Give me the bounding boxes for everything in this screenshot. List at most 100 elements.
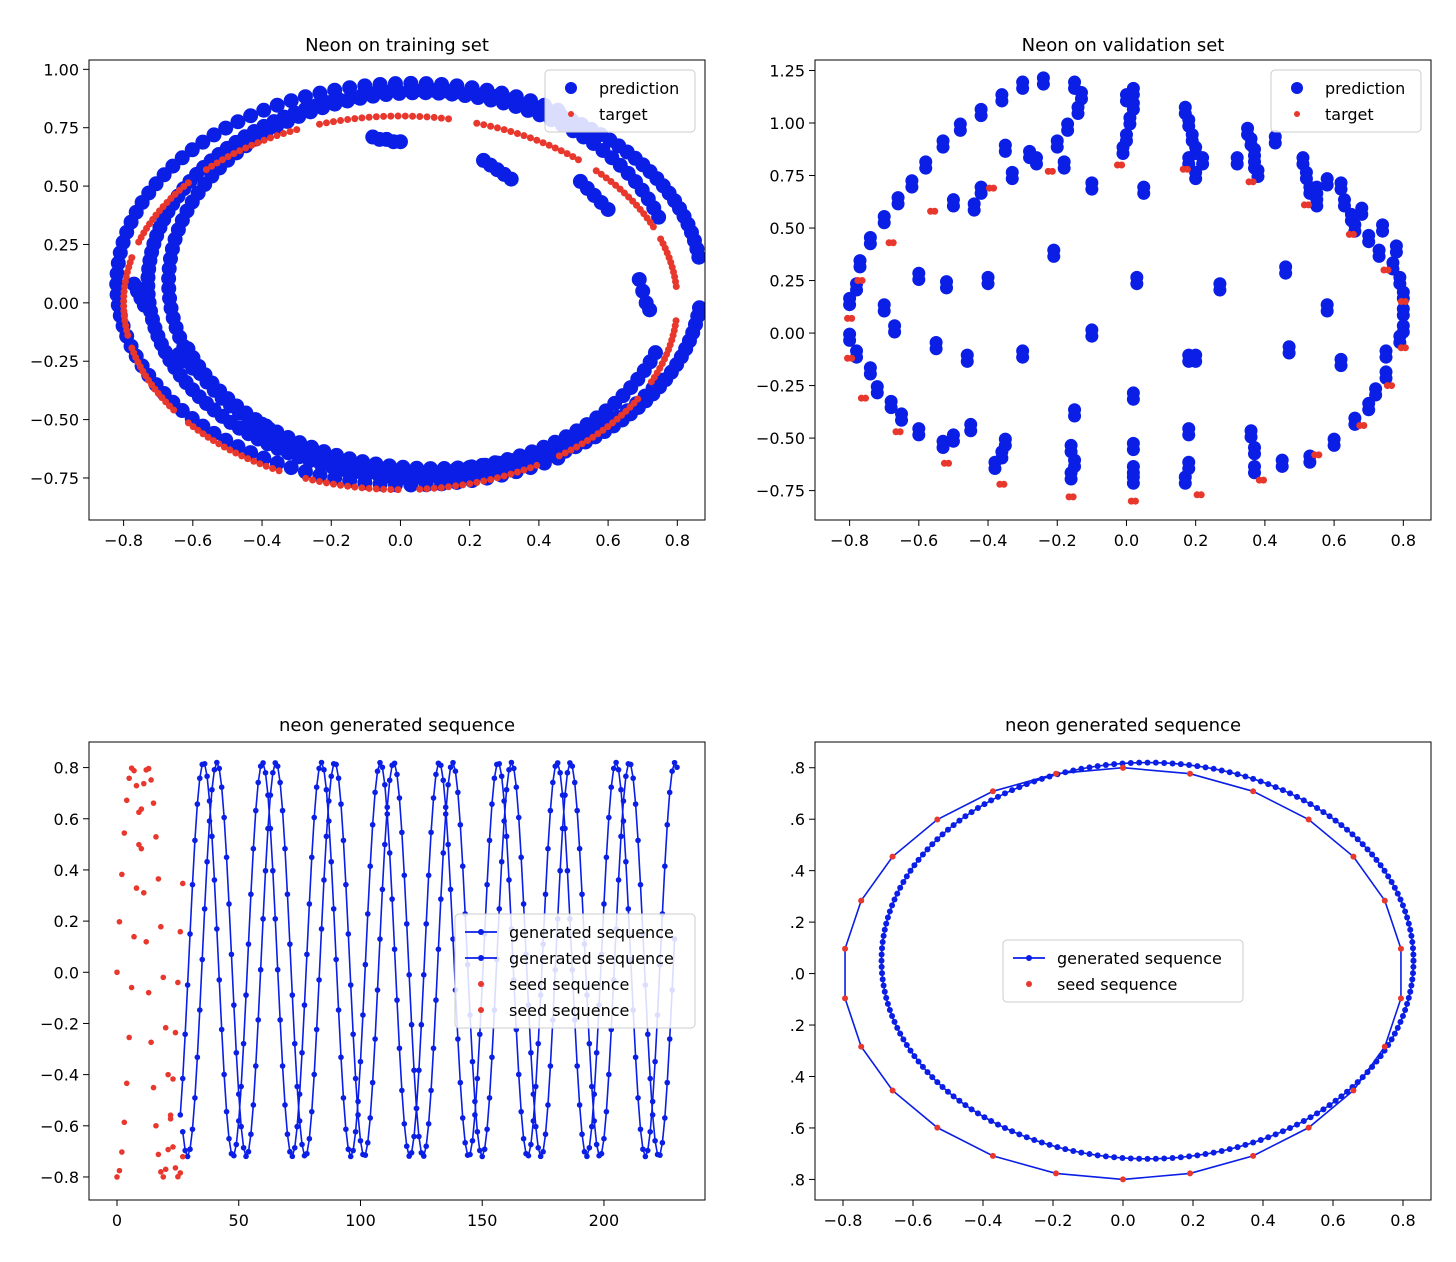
generated-point	[525, 1152, 532, 1159]
generated-point	[1410, 951, 1417, 958]
seed-point	[1381, 897, 1388, 904]
generated-point	[1409, 945, 1416, 952]
prediction-point	[929, 342, 943, 356]
generated-point	[394, 997, 400, 1003]
target-point	[135, 238, 143, 246]
seed-point	[148, 777, 154, 783]
generated-point	[182, 1031, 188, 1038]
target-point	[344, 482, 352, 490]
prediction-point	[1189, 172, 1203, 186]
target-point	[513, 130, 521, 138]
prediction-point	[283, 460, 299, 476]
generated-point	[586, 1144, 593, 1151]
generated-point	[223, 1108, 230, 1115]
target-point	[612, 181, 620, 189]
target-point	[387, 112, 395, 120]
generated-point	[204, 858, 210, 865]
y-tick-label: 0.8	[54, 759, 79, 778]
target-point	[401, 112, 409, 120]
prediction-point	[1334, 359, 1348, 373]
generated-point	[557, 769, 563, 776]
generated-point	[1144, 759, 1151, 766]
x-tick-label: −0.6	[899, 531, 938, 550]
generated-point	[1397, 896, 1404, 903]
generated-point	[1078, 765, 1085, 772]
target-point	[238, 452, 246, 460]
generated-point	[501, 818, 507, 824]
prediction-point	[218, 120, 234, 136]
generated-point	[974, 1110, 981, 1117]
prediction-point	[642, 302, 658, 318]
generated-point	[571, 779, 578, 786]
prediction-point	[403, 75, 419, 91]
generated-point	[262, 867, 269, 874]
generated-point	[260, 916, 266, 922]
generated-point	[184, 982, 191, 988]
prediction-point	[1303, 455, 1317, 469]
generated-point	[520, 901, 527, 907]
target-point	[262, 462, 270, 470]
generated-point	[1186, 762, 1193, 769]
seed-point	[131, 933, 137, 940]
y-tick-label: −0.25	[30, 352, 79, 371]
generated-point	[192, 1095, 198, 1101]
target-point	[526, 464, 534, 472]
generated-point	[328, 773, 335, 780]
prediction-point	[315, 100, 331, 116]
y-tick-label: 0.4	[54, 861, 79, 880]
generated-point	[450, 936, 456, 942]
generated-point	[532, 1123, 539, 1130]
target-point	[232, 449, 240, 457]
prediction-point	[341, 451, 357, 467]
generated-point	[647, 1128, 654, 1135]
seed-point	[126, 775, 132, 782]
generated-point	[308, 1108, 315, 1115]
generated-point	[1234, 771, 1241, 778]
legend-label: target	[1325, 105, 1374, 124]
target-point	[1131, 497, 1139, 505]
seed-point	[153, 834, 159, 840]
prediction-point	[850, 283, 864, 297]
generated-point	[379, 886, 386, 893]
prediction-point	[403, 477, 419, 493]
seed-point	[119, 871, 125, 878]
y-tick-label: 1.25	[769, 62, 805, 81]
y-tick-label: −0.50	[30, 411, 79, 430]
generated-point	[1094, 1152, 1101, 1159]
generated-point	[557, 867, 563, 874]
generated-point	[214, 759, 220, 766]
prediction-point	[1379, 350, 1393, 364]
prediction-point	[280, 429, 296, 445]
generated-point	[262, 769, 269, 776]
generated-point	[911, 862, 918, 869]
generated-point	[284, 1131, 291, 1138]
generated-point	[374, 987, 381, 993]
generated-point	[635, 837, 641, 844]
generated-point	[216, 977, 223, 983]
generated-point	[209, 786, 215, 793]
generated-point	[469, 1137, 476, 1144]
target-point	[409, 112, 417, 120]
prediction-point	[508, 89, 524, 105]
prediction-point	[946, 199, 960, 213]
generated-point	[1001, 790, 1008, 797]
chart-title-phase: neon generated sequence	[1005, 715, 1241, 736]
generated-point	[879, 976, 886, 983]
generated-point	[396, 795, 403, 801]
generated-point	[535, 1144, 542, 1151]
prediction-point	[409, 460, 425, 476]
prediction-point	[184, 142, 200, 158]
generated-point	[547, 1063, 554, 1069]
generated-point	[584, 1153, 590, 1160]
generated-point	[177, 1112, 184, 1118]
generated-point	[1300, 1117, 1307, 1124]
generated-point	[209, 833, 215, 840]
generated-point	[360, 1012, 366, 1018]
prediction-point	[195, 134, 211, 150]
x-tick-label: −0.2	[1034, 1211, 1073, 1230]
generated-point	[1408, 932, 1415, 939]
target-point	[219, 156, 226, 164]
target-point	[1304, 201, 1312, 209]
generated-point	[291, 1144, 298, 1151]
prediction-point	[312, 467, 328, 483]
